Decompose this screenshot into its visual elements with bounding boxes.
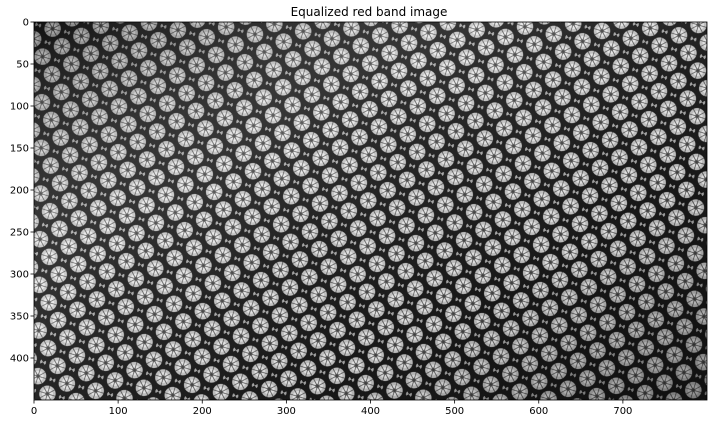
x-tick-label: 700 [613, 406, 632, 417]
grayscale-image [34, 22, 707, 400]
image-title: Equalized red band image [291, 5, 448, 19]
y-tick-label: 150 [10, 144, 29, 155]
y-tick-label: 200 [10, 186, 29, 197]
y-axis: 0 50 100 150 200 250 300 350 400 [10, 18, 34, 365]
x-tick-label: 500 [445, 406, 464, 417]
y-tick-label: 50 [16, 60, 29, 71]
x-tick-label: 200 [193, 406, 212, 417]
x-tick-label: 600 [529, 406, 548, 417]
x-tick-label: 100 [109, 406, 128, 417]
y-tick-label: 400 [10, 354, 29, 365]
x-tick-label: 300 [277, 406, 296, 417]
y-tick-label: 350 [10, 312, 29, 323]
y-tick-label: 100 [10, 102, 29, 113]
y-tick-label: 300 [10, 270, 29, 281]
y-tick-label: 0 [23, 18, 29, 29]
y-tick-label: 250 [10, 228, 29, 239]
x-tick-label: 0 [31, 406, 37, 417]
x-axis: 0 100 200 300 400 500 600 700 [31, 400, 632, 417]
x-tick-label: 400 [361, 406, 380, 417]
